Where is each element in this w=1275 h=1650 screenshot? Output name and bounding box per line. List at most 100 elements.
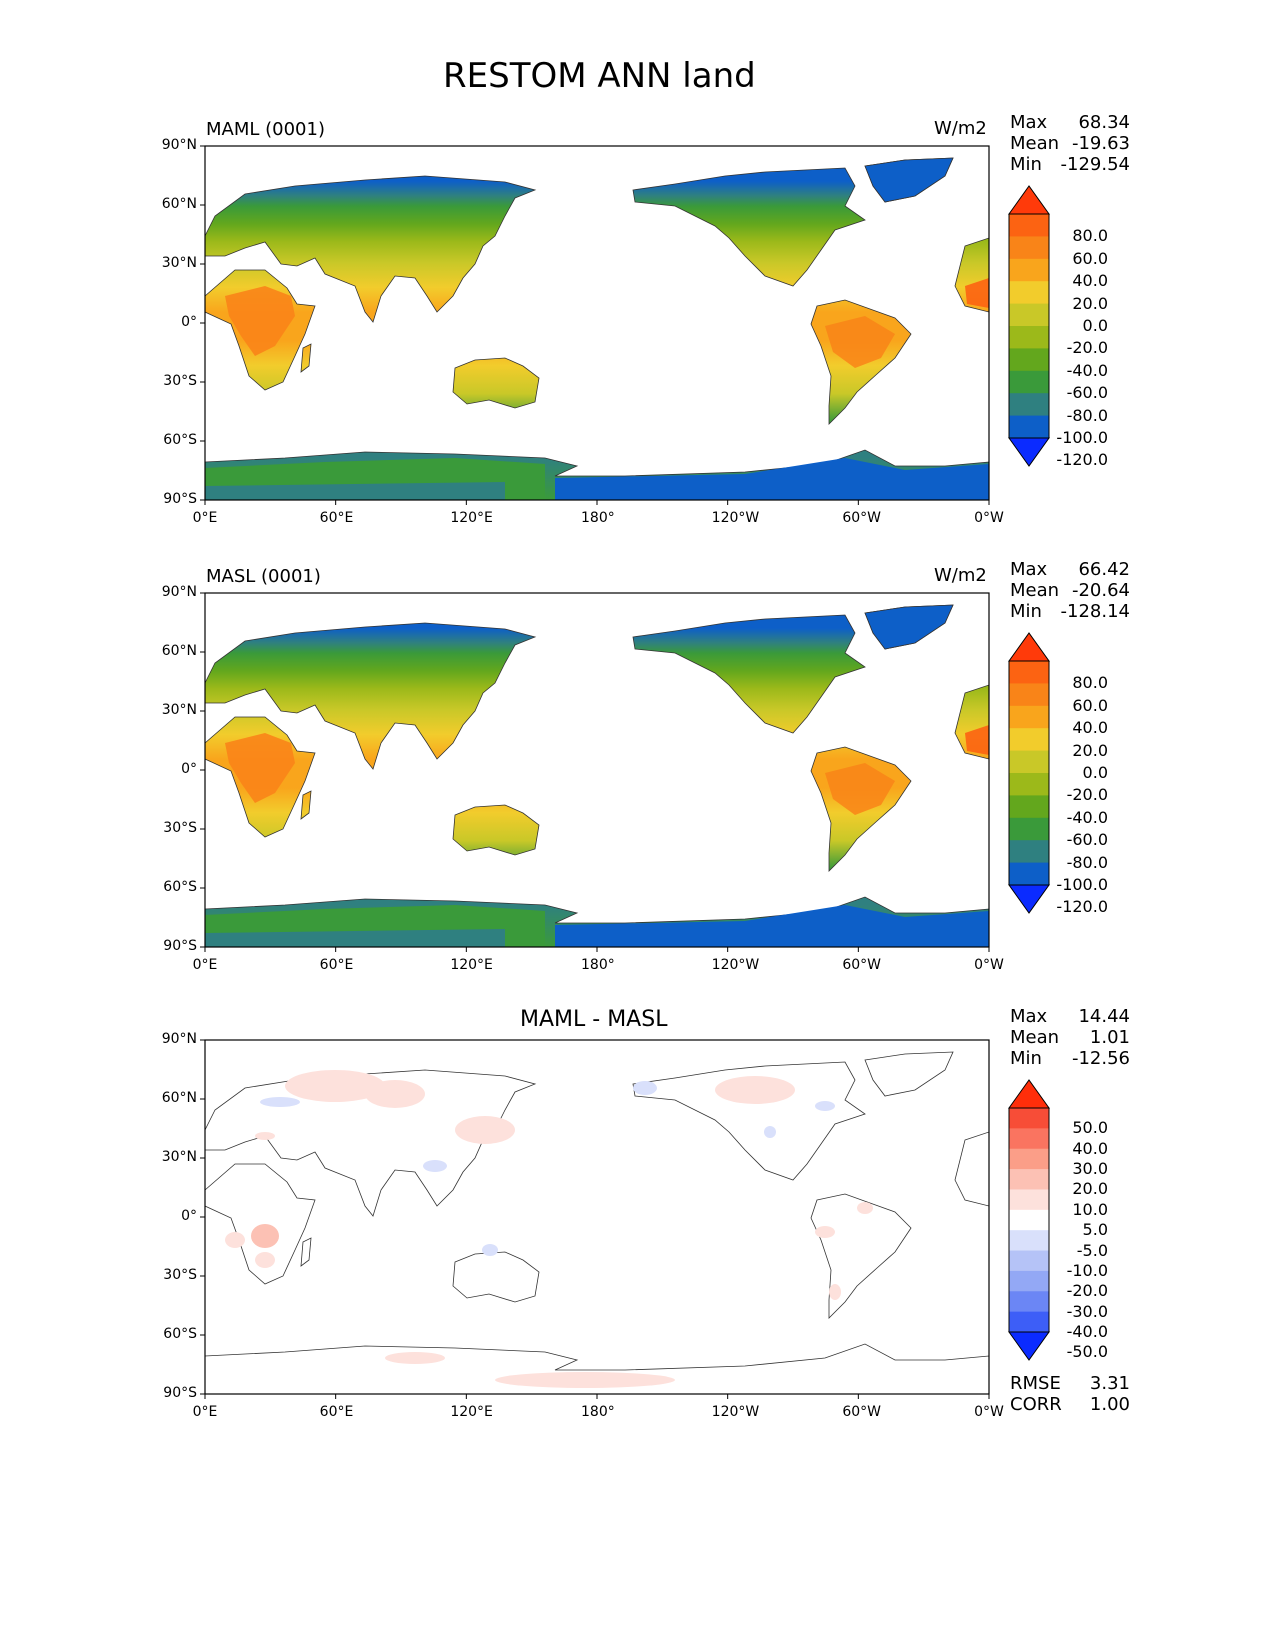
lon-tick-label-2: 0°E — [192, 957, 218, 973]
samerica-high-region — [825, 763, 895, 815]
stat-min-value-1: -129.54 — [1060, 154, 1130, 175]
lon-tick-label-1: 60°E — [319, 510, 354, 526]
map-panel-3 — [205, 1040, 989, 1394]
difference-positive-patch — [829, 1284, 841, 1300]
stat-mean-value-1: -19.63 — [1071, 133, 1130, 154]
colorbar-3-label: -30.0 — [1066, 1301, 1108, 1321]
landmass-namerica — [632, 614, 866, 734]
colorbar-2-swatch — [1009, 661, 1049, 684]
lat-tick-label-2: 90°N — [161, 584, 197, 600]
stat-mean-value-2: -20.64 — [1071, 580, 1130, 601]
difference-positive-patch — [365, 1080, 425, 1108]
colorbar-3-swatch — [1009, 1108, 1049, 1129]
difference-positive-patch — [251, 1224, 279, 1248]
colorbar-3-label: 5.0 — [1082, 1220, 1108, 1240]
colorbar-3-swatch — [1009, 1148, 1049, 1170]
lon-tick-label-2: 0°W — [974, 957, 1004, 973]
colorbar-2-label: -20.0 — [1066, 785, 1108, 805]
colorbar-1-swatch — [1009, 236, 1049, 260]
colorbar-2-swatch — [1009, 795, 1049, 819]
stat-mean-name-3: Mean — [1010, 1027, 1060, 1048]
samerica-high-region — [825, 316, 895, 368]
colorbar-1-label: -80.0 — [1066, 405, 1108, 425]
difference-positive-patch — [285, 1070, 385, 1102]
stat-rmse-name: RMSE — [1010, 1373, 1061, 1394]
colorbar-3-label: -20.0 — [1066, 1281, 1108, 1301]
greenland-ice — [864, 604, 954, 650]
stat-min-name-3: Min — [1010, 1048, 1042, 1069]
colorbar-3-label: 20.0 — [1072, 1179, 1108, 1199]
difference-positive-patch — [455, 1116, 515, 1144]
colorbar-2-swatch — [1009, 773, 1049, 796]
colorbar-3-label: -40.0 — [1066, 1322, 1108, 1341]
colorbar-1-swatch — [1009, 326, 1049, 349]
lon-tick-label-2: 120°E — [450, 957, 493, 973]
lat-tick-label-3: 60°N — [161, 1090, 197, 1106]
lat-tick-label-1: 90°S — [163, 491, 197, 507]
stat-max-value-2: 66.42 — [1078, 559, 1130, 580]
lat-tick-label-1: 60°S — [163, 432, 197, 448]
colorbar-3-swatch — [1009, 1270, 1049, 1292]
colorbar-1-swatch — [1009, 370, 1049, 394]
colorbar-1-swatch — [1009, 303, 1049, 327]
stat-min-value-2: -128.14 — [1060, 601, 1130, 622]
colorbar-1-swatch — [1009, 393, 1049, 417]
colorbar-3-label: 40.0 — [1072, 1138, 1108, 1158]
colorbar-3-label: -50.0 — [1066, 1342, 1108, 1362]
colorbar-2-label: 40.0 — [1072, 718, 1108, 738]
colorbar-1-label: 60.0 — [1072, 248, 1108, 268]
coastline-eurasia — [205, 1069, 537, 1217]
difference-positive-patch — [815, 1226, 835, 1238]
stat-mean-name-2: Mean — [1010, 580, 1060, 601]
africa-high-region — [225, 286, 295, 356]
westafrica-high-region — [965, 278, 989, 308]
colorbar-1-frame — [1008, 213, 1050, 439]
lat-tick-label-2: 60°S — [163, 879, 197, 895]
difference-negative-patch — [815, 1101, 835, 1111]
westafrica-high-region — [965, 725, 989, 755]
colorbar-1-label: -20.0 — [1066, 338, 1108, 358]
colorbar-1-swatch — [1009, 348, 1049, 372]
stat-rmse-value: 3.31 — [1089, 1373, 1130, 1394]
colorbar-3-swatch — [1009, 1189, 1049, 1211]
lat-tick-label-1: 30°S — [163, 373, 197, 389]
coastline-africa — [205, 1163, 316, 1285]
antarctica-coast-band — [205, 929, 505, 947]
stat-corr-name: CORR — [1010, 1394, 1062, 1415]
stat-corr-value: 1.00 — [1089, 1394, 1130, 1415]
map-panel-1 — [205, 146, 989, 500]
landmass-eurasia — [205, 622, 537, 770]
colorbar-2-swatch — [1009, 862, 1049, 886]
colorbar-3-label: 10.0 — [1072, 1199, 1108, 1219]
colorbar-2-swatch — [1009, 705, 1049, 729]
lon-tick-label-1: 60°W — [842, 510, 881, 526]
lon-tick-label-1: 0°W — [974, 510, 1004, 526]
colorbar-1-swatch — [1009, 258, 1049, 282]
lon-tick-label-2: 60°W — [842, 957, 881, 973]
colorbar-3-swatch — [1009, 1169, 1049, 1190]
difference-negative-patch — [423, 1160, 447, 1172]
difference-positive-patch — [495, 1372, 675, 1388]
stat-max-name-1: Max — [1010, 112, 1048, 133]
colorbar-1-label: 80.0 — [1072, 226, 1108, 246]
lat-tick-label-1: 90°N — [161, 137, 197, 153]
colorbar-1-label: -40.0 — [1066, 360, 1108, 380]
antarctica-coast-band — [205, 482, 505, 500]
landmass-australia — [452, 804, 540, 856]
colorbar-1-label: -60.0 — [1066, 383, 1108, 403]
lat-tick-label-3: 60°S — [163, 1326, 197, 1342]
lat-tick-label-2: 0° — [181, 761, 197, 777]
lon-tick-label-1: 180° — [581, 510, 615, 526]
panel-2-units: W/m2 — [934, 565, 987, 586]
colorbar-3-swatch — [1009, 1230, 1049, 1252]
lat-tick-label-3: 90°N — [161, 1031, 197, 1047]
colorbar-1-label: 0.0 — [1082, 316, 1108, 335]
colorbar-1-swatch — [1009, 415, 1049, 439]
lon-tick-label-2: 120°W — [711, 957, 760, 973]
difference-positive-patch — [255, 1132, 275, 1140]
coastline-madagascar — [300, 1237, 312, 1267]
colorbar-2-label: 60.0 — [1072, 695, 1108, 715]
difference-positive-patch — [385, 1352, 445, 1364]
colorbar-3-swatch — [1009, 1291, 1049, 1313]
